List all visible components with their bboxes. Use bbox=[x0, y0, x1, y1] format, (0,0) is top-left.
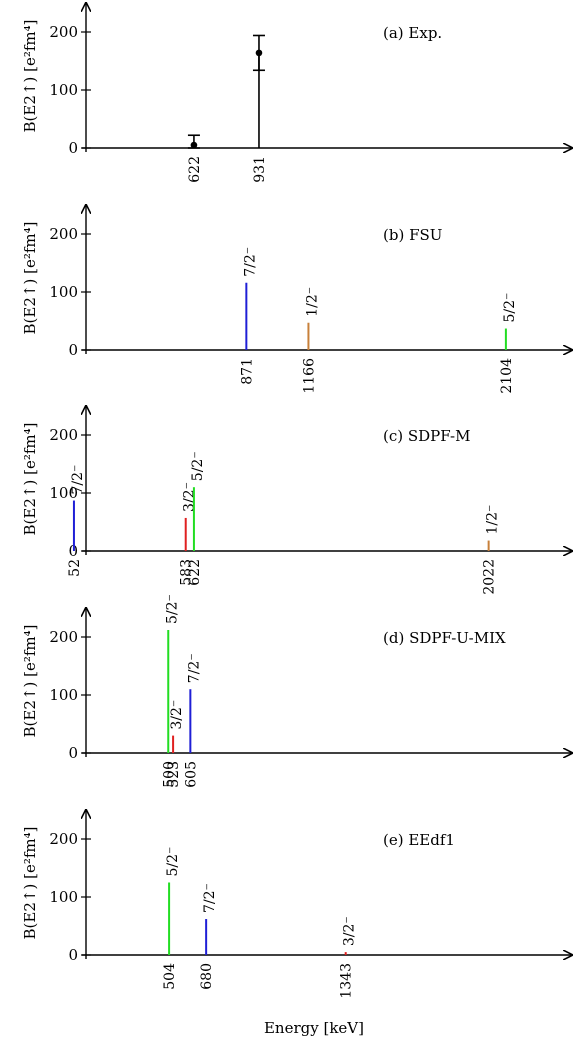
y-axis-label: B(E2↑) [e²fm⁴] bbox=[21, 625, 39, 738]
state-label: 5/2⁻ bbox=[164, 594, 180, 624]
y-tick-label: 0 bbox=[68, 946, 78, 964]
panel-5: 0 100 200 B(E2↑) [e²fm⁴] (e) EEdf1 504 5/2⁻ 680… bbox=[21, 810, 572, 999]
y-tick-label: 0 bbox=[68, 139, 78, 157]
y-tick-label: 200 bbox=[49, 628, 78, 646]
y-tick-label: 100 bbox=[49, 888, 78, 906]
energy-label: 931 bbox=[252, 156, 268, 183]
state-label: 3/2⁻ bbox=[342, 916, 358, 946]
y-tick-label: 100 bbox=[49, 484, 78, 502]
state-label: 7/2⁻ bbox=[70, 465, 86, 495]
panel-label: (d) SDPF-U-MIX bbox=[383, 629, 506, 647]
panel-label: (e) EEdf1 bbox=[383, 831, 455, 849]
energy-label: 622 bbox=[187, 156, 203, 183]
panel-2: 0 100 200 B(E2↑) [e²fm⁴] (b) FSU 871 7/2⁻ 1166 1… bbox=[21, 205, 572, 394]
y-tick-label: 0 bbox=[68, 341, 78, 359]
y-tick-label: 100 bbox=[49, 283, 78, 301]
energy-label: 2022 bbox=[482, 559, 498, 595]
energy-label: 583 bbox=[179, 559, 195, 586]
energy-label: 504 bbox=[162, 963, 178, 990]
y-axis-label: B(E2↑) [e²fm⁴] bbox=[21, 827, 39, 940]
state-label: 5/2⁻ bbox=[165, 847, 181, 877]
state-label: 3/2⁻ bbox=[169, 700, 185, 730]
state-label: 7/2⁻ bbox=[186, 653, 202, 683]
energy-label: 2104 bbox=[499, 358, 515, 394]
state-label: 1/2⁻ bbox=[485, 505, 501, 535]
y-axis-label: B(E2↑) [e²fm⁴] bbox=[21, 222, 39, 335]
energy-label: 1166 bbox=[301, 358, 317, 394]
y-tick-label: 200 bbox=[49, 225, 78, 243]
y-tick-label: 200 bbox=[49, 426, 78, 444]
energy-label: 871 bbox=[239, 358, 255, 385]
state-label: 3/2⁻ bbox=[182, 482, 198, 512]
energy-label: 1343 bbox=[339, 963, 355, 999]
panel-label: (a) Exp. bbox=[383, 24, 442, 42]
y-axis-label: B(E2↑) [e²fm⁴] bbox=[21, 423, 39, 536]
data-point bbox=[255, 49, 263, 57]
panel-label: (c) SDPF-M bbox=[383, 427, 470, 445]
y-tick-label: 200 bbox=[49, 830, 78, 848]
energy-label: 680 bbox=[199, 963, 215, 990]
energy-label: 622 bbox=[187, 559, 203, 586]
panel-1: 0 100 200 B(E2↑) [e²fm⁴] (a) Exp. 622 931 bbox=[21, 3, 572, 183]
x-axis-label: Energy [keV] bbox=[264, 1019, 364, 1037]
state-label: 1/2⁻ bbox=[304, 287, 320, 317]
energy-label: 605 bbox=[183, 761, 199, 788]
panel-4: 0 100 200 B(E2↑) [e²fm⁴] (d) SDPF-U-MIX 500 5/… bbox=[21, 594, 572, 788]
y-tick-label: 0 bbox=[68, 744, 78, 762]
energy-label: 52 bbox=[67, 559, 83, 577]
data-point bbox=[190, 141, 198, 149]
y-tick-label: 100 bbox=[49, 686, 78, 704]
y-axis-label: B(E2↑) [e²fm⁴] bbox=[21, 20, 39, 133]
state-label: 7/2⁻ bbox=[202, 883, 218, 913]
y-tick-label: 100 bbox=[49, 81, 78, 99]
energy-label: 500 bbox=[161, 761, 177, 788]
state-label: 5/2⁻ bbox=[190, 451, 206, 481]
energy-label: 523 bbox=[166, 761, 182, 788]
state-label: 7/2⁻ bbox=[242, 247, 258, 277]
panel-label: (b) FSU bbox=[383, 226, 442, 244]
state-label: 5/2⁻ bbox=[502, 293, 518, 323]
y-tick-label: 200 bbox=[49, 23, 78, 41]
